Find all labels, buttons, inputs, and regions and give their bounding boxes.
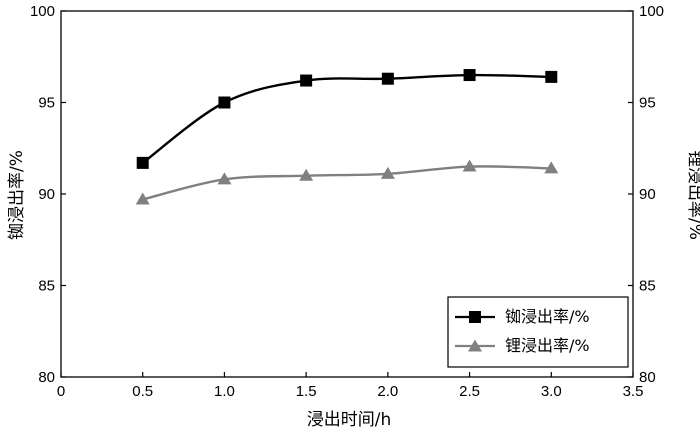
- y-tick-label-left: 95: [38, 95, 55, 112]
- data-point-triangle: [544, 161, 559, 174]
- y-axis-title-right: 锂浸出率/%: [685, 150, 700, 240]
- x-tick-label: 1.0: [214, 383, 235, 400]
- x-axis-title: 浸出时间/h: [307, 410, 392, 430]
- x-tick-label: 1.5: [296, 383, 317, 400]
- data-point-square: [381, 72, 394, 85]
- x-tick-label: 0: [57, 383, 65, 400]
- y-tick-label-left: 90: [38, 186, 55, 203]
- x-tick-label: 2.5: [459, 383, 480, 400]
- x-tick-label: 3.5: [623, 383, 644, 400]
- data-point-square: [136, 156, 149, 169]
- data-point-triangle: [135, 192, 150, 205]
- data-point-triangle: [299, 168, 314, 181]
- x-tick-label: 2.0: [377, 383, 398, 400]
- legend-label-rb: 铷浸出率/%: [505, 307, 590, 326]
- data-point-triangle: [217, 172, 232, 185]
- y-tick-label-right: 85: [639, 278, 656, 295]
- x-tick-label: 3.0: [541, 383, 562, 400]
- y-tick-label-left: 100: [30, 3, 55, 20]
- legend-box: [447, 296, 629, 368]
- y-axis-title-left: 铷浸出率/%: [7, 150, 27, 240]
- data-point-square: [300, 74, 313, 87]
- series-line-0: [142, 73, 552, 164]
- data-point-triangle: [462, 159, 477, 172]
- series-line-1: [142, 165, 552, 201]
- y-tick-label-left: 80: [38, 369, 55, 386]
- data-point-square: [218, 96, 231, 109]
- legend-label-li: 锂浸出率/%: [505, 336, 590, 355]
- data-point-triangle: [380, 166, 395, 179]
- legend: 铷浸出率/% 锂浸出率/%: [447, 296, 629, 368]
- y-tick-label-left: 85: [38, 278, 55, 295]
- series-layer: [135, 69, 559, 205]
- legend-marker-square: [469, 311, 481, 323]
- data-point-square: [545, 70, 558, 83]
- x-tick-label: 0.5: [132, 383, 153, 400]
- y-tick-label-right: 95: [639, 95, 656, 112]
- y-tick-label-right: 100: [639, 3, 664, 20]
- y-tick-label-right: 80: [639, 369, 656, 386]
- data-point-square: [463, 69, 476, 82]
- y-tick-label-right: 90: [639, 186, 656, 203]
- legend-marker-triangle: [468, 339, 482, 352]
